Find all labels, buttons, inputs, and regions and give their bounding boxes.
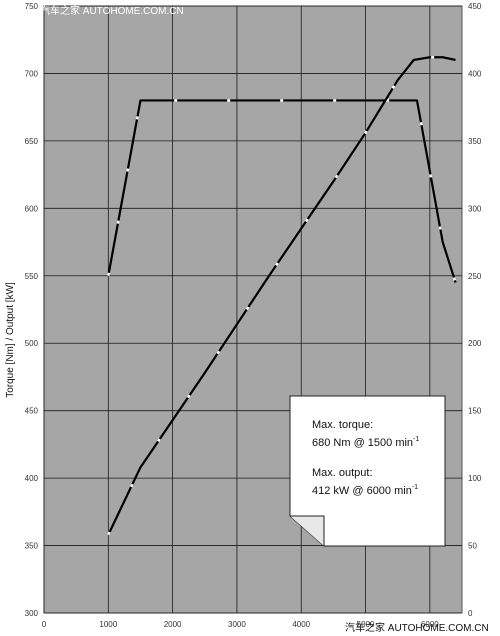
- y-axis-label: Torque [Nm] / Output [kW]: [5, 282, 16, 398]
- y-left-axis-ticks: 300 350 400 450 500 550 600 650 700 750: [25, 2, 39, 618]
- y-left-tick-label: 700: [25, 69, 39, 78]
- y-left-tick-label: 300: [25, 609, 39, 618]
- annotation-max-torque-title: Max. torque:: [312, 419, 373, 431]
- y-left-tick-label: 550: [25, 272, 39, 281]
- x-tick-label: 5000: [357, 620, 375, 629]
- annotation-max-torque-value: 680 Nm @ 1500 min-1: [312, 436, 419, 449]
- y-right-tick-label: 250: [468, 272, 482, 281]
- series-dash-output: [107, 56, 456, 536]
- y-left-tick-label: 650: [25, 137, 39, 146]
- x-tick-label: 0: [42, 620, 47, 629]
- y-left-tick-label: 350: [25, 542, 39, 551]
- y-right-axis-ticks: 0 50 100 150 200 250 300 350 400 450: [468, 2, 482, 618]
- y-left-tick-label: 600: [25, 204, 39, 213]
- x-tick-label: 6000: [421, 620, 439, 629]
- y-left-tick-label: 450: [25, 407, 39, 416]
- y-right-tick-label: 450: [468, 2, 482, 11]
- y-right-tick-label: 0: [468, 609, 473, 618]
- y-right-tick-label: 400: [468, 69, 482, 78]
- watermark-bottom: 汽车之家 AUTOHOME.COM.CN: [345, 621, 489, 634]
- y-right-tick-label: 50: [468, 542, 477, 551]
- y-right-tick-label: 150: [468, 407, 482, 416]
- y-right-tick-label: 300: [468, 204, 482, 213]
- y-right-tick-label: 200: [468, 339, 482, 348]
- annotation-max-output-title: Max. output:: [312, 467, 373, 479]
- watermark-top: 汽车之家 AUTOHOME.COM.CN: [40, 4, 184, 17]
- y-left-tick-label: 500: [25, 339, 39, 348]
- x-tick-label: 2000: [164, 620, 182, 629]
- annotation-max-output-value: 412 kW @ 6000 min-1: [312, 484, 418, 497]
- x-tick-label: 3000: [228, 620, 246, 629]
- x-tick-label: 1000: [99, 620, 117, 629]
- series-line-torque: [107, 99, 457, 283]
- data-series: [107, 56, 457, 536]
- y-left-tick-label: 400: [25, 474, 39, 483]
- x-tick-label: 4000: [292, 620, 310, 629]
- y-right-tick-label: 100: [468, 474, 482, 483]
- annotation-box: Max. torque: 680 Nm @ 1500 min-1 Max. ou…: [289, 395, 446, 547]
- y-left-tick-label: 750: [25, 2, 39, 11]
- y-right-tick-label: 350: [468, 137, 482, 146]
- x-axis-ticks: 0 1000 2000 3000 4000 5000 6000: [42, 620, 440, 629]
